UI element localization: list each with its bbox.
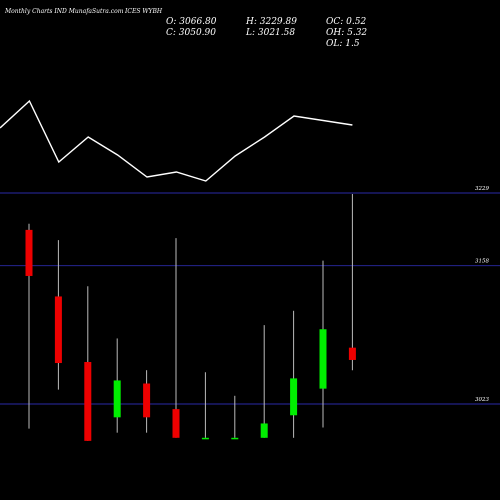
candle-body <box>25 229 33 276</box>
candle-body <box>172 409 180 438</box>
line-series-path <box>0 99 353 182</box>
oh-value: OH: 5.32 <box>326 28 367 38</box>
grid <box>0 192 500 405</box>
low-value: L: 3021.58 <box>245 28 295 38</box>
candle-body <box>143 383 151 418</box>
ol-value: OL: 1.5 <box>326 39 360 49</box>
y-tick-label: 3229 <box>475 186 489 192</box>
candle-body <box>231 437 239 440</box>
candles <box>25 194 356 441</box>
y-tick-label: 3023 <box>475 397 489 403</box>
candle-body <box>84 362 92 441</box>
line-series <box>0 99 353 182</box>
candle-body <box>348 347 356 360</box>
close-value: C: 3050.90 <box>166 28 216 38</box>
candle-body <box>113 380 121 418</box>
candle-body <box>54 296 62 364</box>
open-value: O: 3066.80 <box>166 17 217 27</box>
candle-body <box>290 378 298 416</box>
y-axis-ticks: 3229 3158 3023 <box>475 186 489 403</box>
symbol-label: ICES WYBH <box>124 8 163 15</box>
oc-value: OC: 0.52 <box>326 17 366 27</box>
candle-body <box>260 423 268 438</box>
y-tick-label: 3158 <box>475 259 489 265</box>
brand-label: Monthly Charts IND MunafaSutra.com <box>4 8 124 15</box>
candle-body <box>201 437 209 440</box>
high-value: H: 3229.89 <box>245 17 297 27</box>
candle-body <box>319 329 327 389</box>
